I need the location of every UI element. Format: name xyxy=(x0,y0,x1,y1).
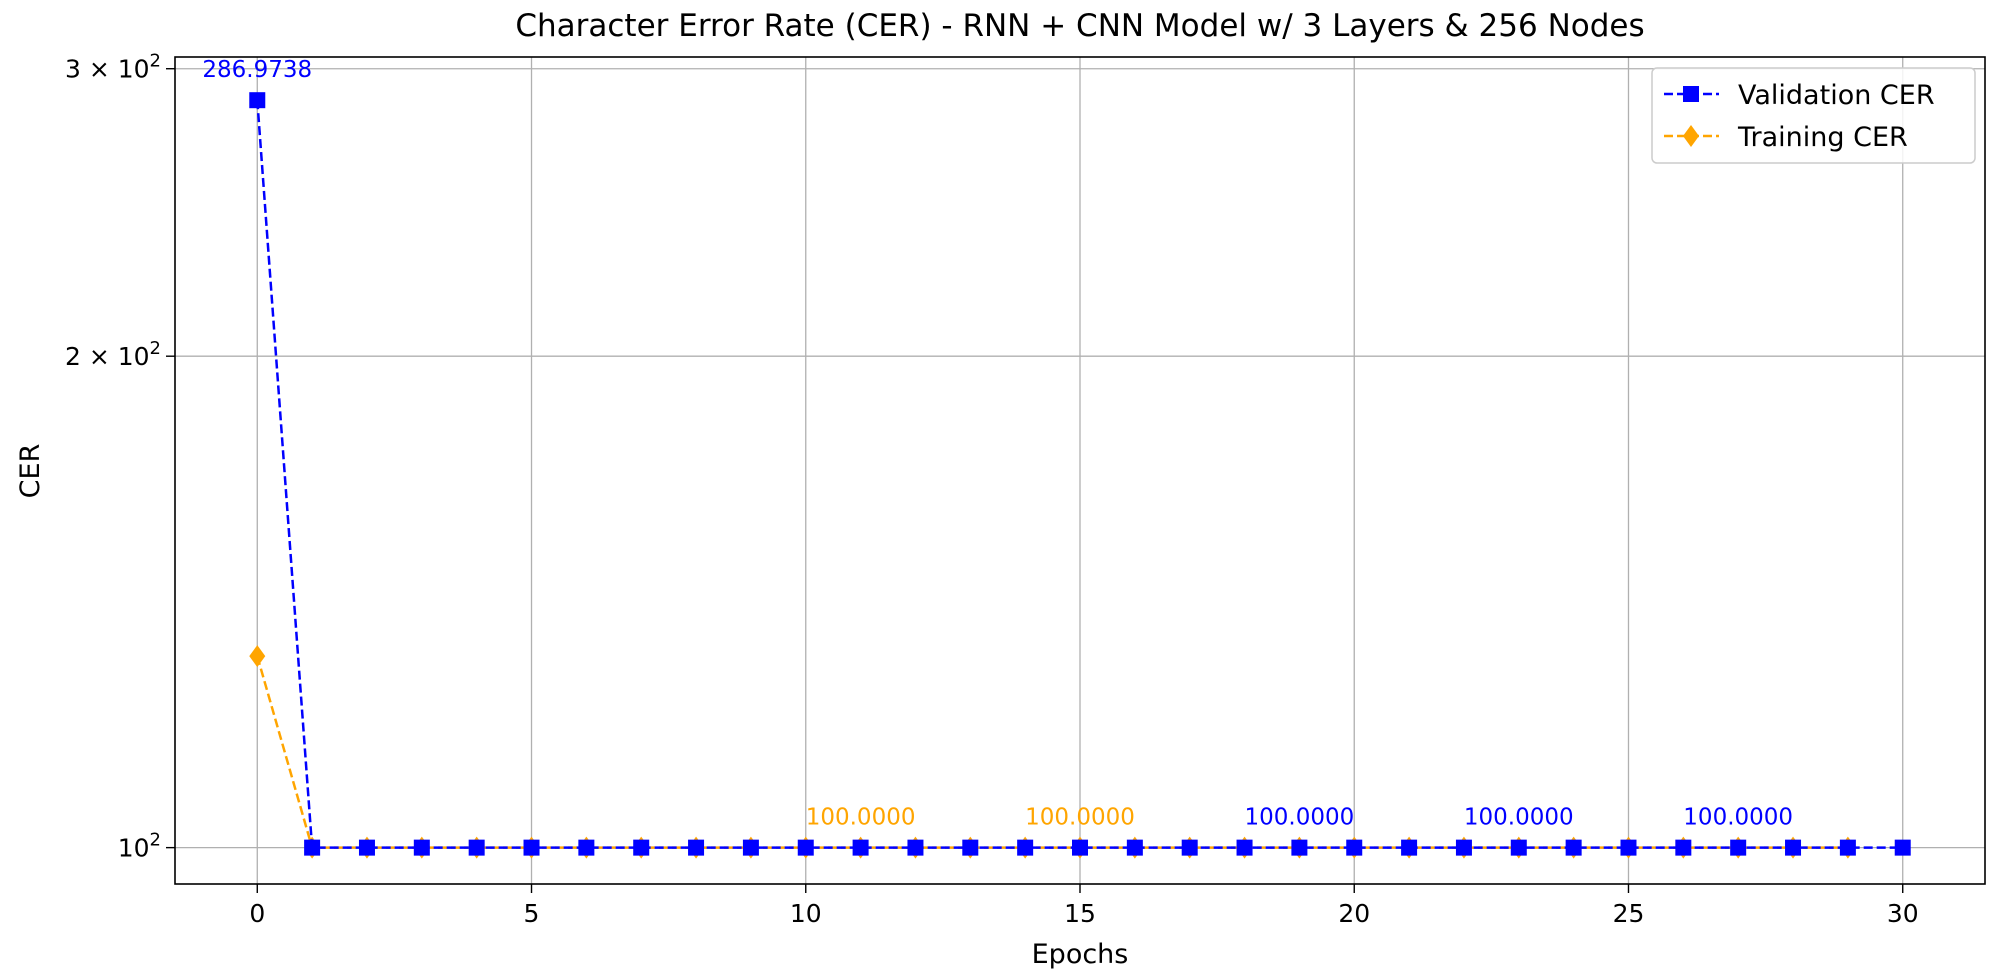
y-tick-label-exponent: 2 xyxy=(150,338,161,359)
data-label: 100.0000 xyxy=(1245,805,1355,831)
legend-validation-label: Validation CER xyxy=(1738,80,1935,111)
validation-cer-point xyxy=(1291,839,1308,856)
validation-cer-point xyxy=(1675,839,1692,856)
validation-cer-point xyxy=(633,839,650,856)
validation-cer-point xyxy=(1510,839,1527,856)
validation-cer-point xyxy=(688,839,705,856)
y-axis-label: CER xyxy=(15,444,46,499)
validation-cer-point xyxy=(1401,839,1418,856)
chart-title: Character Error Rate (CER) - RNN + CNN M… xyxy=(515,8,1644,44)
x-axis-label: Epochs xyxy=(1032,939,1129,970)
validation-cer-point xyxy=(358,839,375,856)
validation-cer-point xyxy=(1839,839,1856,856)
validation-cer-point xyxy=(1181,839,1198,856)
legend: Validation CER Training CER xyxy=(1651,67,1976,164)
validation-cer-point xyxy=(1785,839,1802,856)
data-label: 286.9738 xyxy=(202,57,312,83)
x-tick-label: 10 xyxy=(790,899,822,928)
legend-box xyxy=(1651,67,1976,164)
y-tick-label-exponent: 2 xyxy=(150,51,161,72)
data-label: 100.0000 xyxy=(806,805,916,831)
x-tick-label: 15 xyxy=(1064,899,1096,928)
x-tick-label: 30 xyxy=(1887,899,1919,928)
validation-cer-point xyxy=(1346,839,1363,856)
validation-cer-point xyxy=(578,839,595,856)
data-annotations: 286.9738 100.0000 100.0000 100.0000 100.0000… xyxy=(202,57,1793,830)
validation-cer-point xyxy=(1565,839,1582,856)
validation-cer-point xyxy=(523,839,540,856)
y-tick-label-base: 2 × 10 xyxy=(65,342,150,371)
data-label: 100.0000 xyxy=(1464,805,1574,831)
legend-training-marker xyxy=(1683,125,1699,147)
data-label: 100.0000 xyxy=(1025,805,1135,831)
data-series xyxy=(249,92,1911,859)
x-tick-label: 20 xyxy=(1338,899,1370,928)
validation-cer-point xyxy=(797,839,814,856)
validation-cer-point xyxy=(962,839,979,856)
validation-cer-point xyxy=(468,839,485,856)
y-tick-label-base: 10 xyxy=(118,834,150,863)
x-tick-label: 0 xyxy=(249,899,265,928)
y-tick-label: 3 × 102 xyxy=(65,51,161,84)
validation-cer-point xyxy=(1620,839,1637,856)
validation-cer-point xyxy=(304,839,321,856)
data-label: 100.0000 xyxy=(1683,805,1793,831)
validation-cer-point xyxy=(1730,839,1747,856)
validation-cer-point xyxy=(907,839,924,856)
validation-cer-point xyxy=(1236,839,1253,856)
validation-cer-point xyxy=(249,92,266,109)
validation-cer-point xyxy=(1126,839,1143,856)
x-tick-label: 5 xyxy=(524,899,540,928)
validation-cer-point xyxy=(413,839,430,856)
y-tick-label-exponent: 2 xyxy=(150,830,161,851)
plot-area-frame xyxy=(174,56,1986,885)
legend-training-label: Training CER xyxy=(1737,122,1908,153)
validation-cer-point xyxy=(852,839,869,856)
training-cer-point xyxy=(249,645,266,668)
legend-validation-marker xyxy=(1683,86,1699,102)
y-tick-label-base: 3 × 10 xyxy=(65,55,150,84)
validation-cer-point xyxy=(1017,839,1034,856)
y-tick-label: 2 × 102 xyxy=(65,338,161,371)
validation-cer-point xyxy=(1072,839,1088,856)
validation-cer-point xyxy=(742,839,759,856)
validation-cer-point xyxy=(1455,839,1472,856)
validation-cer-point xyxy=(1894,839,1911,856)
y-tick-label: 102 xyxy=(118,830,161,863)
x-tick-label: 25 xyxy=(1613,899,1645,928)
